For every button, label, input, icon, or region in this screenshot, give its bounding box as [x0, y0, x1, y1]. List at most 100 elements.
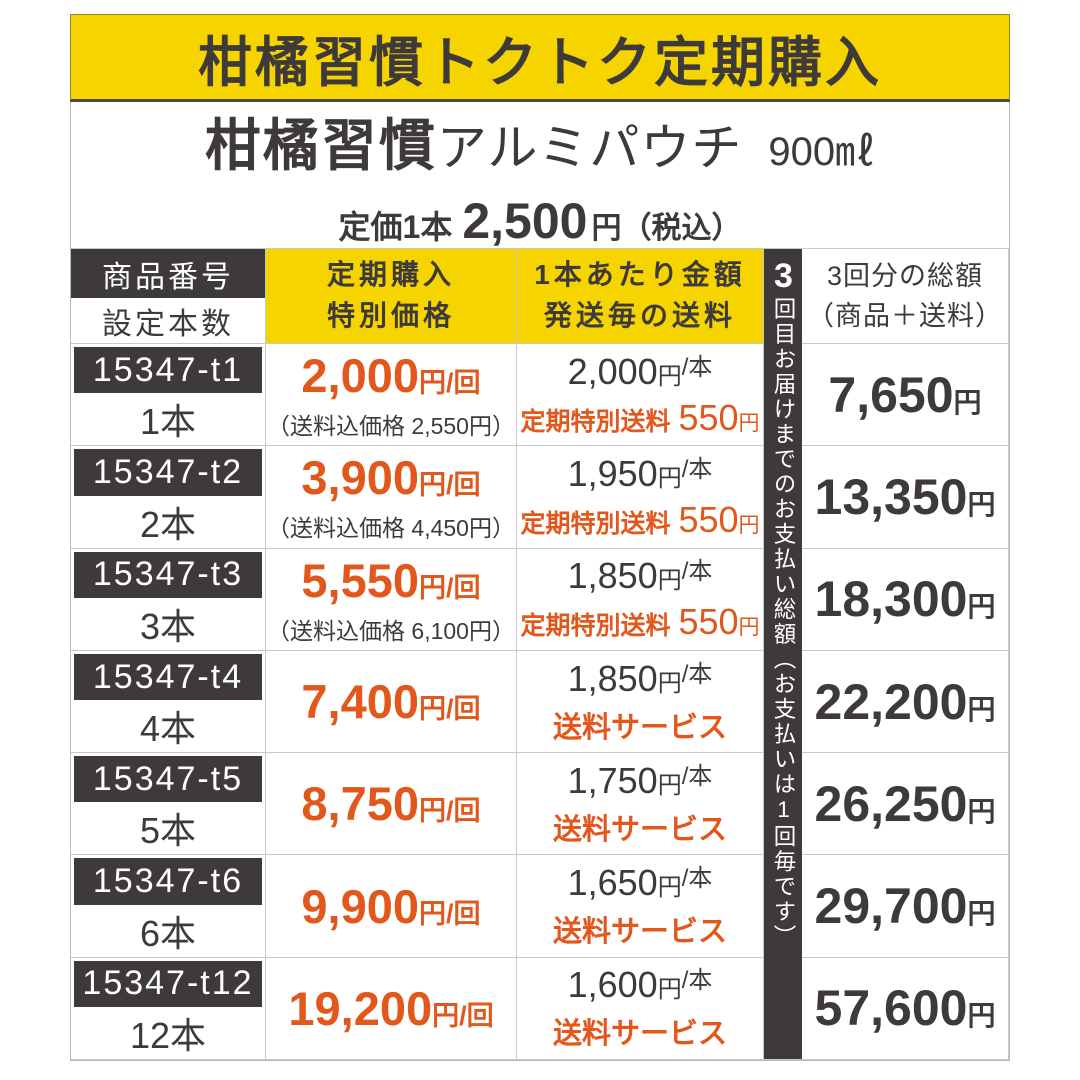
subscription-price-unit: /回 — [446, 368, 481, 399]
price-sheet: 柑橘習慣トクトク定期購入 柑橘習慣 アルミパウチ 900㎖ 定価1本 2,500… — [70, 14, 1010, 1062]
header-subscription-price: 定期購入 特別価格 — [266, 249, 517, 344]
shipping-info: 送料サービス — [553, 704, 727, 746]
row-product-id-cell: 15347-t12 12本 — [71, 957, 266, 1061]
three-cycle-total: 7,650 円 — [828, 366, 981, 424]
per-bottle-unit: /本 — [681, 660, 713, 688]
bottle-count: 3本 — [139, 605, 197, 647]
subscription-price: 3,900 円/回 — [301, 450, 480, 505]
header-per-bottle-line1: 1本あたり金額 — [534, 259, 746, 291]
total-value: 7,650 — [828, 366, 954, 423]
row-subscription-price-cell: 2,000 円/回 （送料込価格 2,550円） — [266, 344, 517, 447]
subscription-price-value: 5,550 — [301, 553, 420, 607]
subscription-price-yen: 円 — [419, 796, 447, 827]
subscription-price-value: 9,900 — [301, 879, 420, 933]
product-code: 15347-t2 — [74, 449, 262, 496]
shipping-fee-yen: 円 — [738, 616, 760, 640]
per-bottle-price: 1,650 円/本 — [568, 862, 713, 904]
subscription-price-yen: 円 — [419, 694, 447, 725]
per-bottle-unit: /本 — [681, 865, 713, 893]
per-bottle-yen: 円 — [657, 669, 682, 697]
total-value: 29,700 — [814, 878, 968, 935]
header-total: 3回分の総額 （商品＋送料） — [802, 249, 1009, 344]
subscription-price-yen: 円 — [419, 572, 447, 603]
row-total-cell: 18,300 円 — [802, 548, 1009, 651]
campaign-title: 柑橘習慣トクトク定期購入 — [198, 32, 882, 93]
shipping-fee-yen: 円 — [738, 513, 760, 537]
shipping-info: 送料サービス — [553, 806, 727, 848]
regular-price-suffix: 円（税込） — [591, 211, 742, 245]
price-with-shipping-note: （送料込価格 6,100円） — [267, 617, 515, 644]
subscription-price-unit: /回 — [446, 572, 481, 603]
product-name-main: 柑橘習慣 — [204, 113, 437, 177]
subscription-price-unit: /回 — [446, 796, 481, 827]
row-subscription-price-cell: 9,900 円/回 — [266, 855, 517, 958]
product-name: 柑橘習慣 アルミパウチ 900㎖ — [205, 101, 875, 182]
subscription-price: 9,900 円/回 — [301, 879, 480, 934]
row-product-id-cell: 15347-t6 6本 — [71, 855, 266, 958]
subscription-price-yen: 円 — [419, 898, 447, 929]
vertical-note-text: 回目お届けまでのお支払い総額（お支払いは1回毎です） — [771, 297, 796, 950]
per-bottle-value: 1,600 — [567, 964, 658, 1006]
row-per-bottle-cell: 1,650 円/本 送料サービス — [517, 855, 764, 958]
price-with-shipping-note: （送料込価格 4,450円） — [267, 515, 515, 542]
regular-price: 定価1本 2,500 円（税込） — [339, 192, 742, 250]
shipping-free-label: 送料サービス — [552, 813, 727, 846]
per-bottle-price: 1,850 円/本 — [568, 658, 713, 700]
shipping-info: 送料サービス — [553, 908, 727, 950]
bottle-count: 6本 — [139, 912, 197, 954]
per-bottle-yen: 円 — [657, 874, 682, 902]
shipping-fee-label: 定期特別送料 — [520, 509, 671, 538]
per-bottle-value: 2,000 — [567, 350, 658, 392]
three-cycle-total: 26,250 円 — [815, 775, 996, 833]
per-bottle-value: 1,850 — [567, 657, 658, 699]
vertical-payment-note: 3 回目お届けまでのお支払い総額（お支払いは1回毎です） — [764, 249, 803, 1061]
subscription-price-unit: /回 — [446, 898, 481, 929]
product-title-area: 柑橘習慣 アルミパウチ 900㎖ 定価1本 2,500 円（税込） — [71, 101, 1009, 250]
row-per-bottle-cell: 2,000 円/本 定期特別送料 550 円 — [517, 344, 764, 447]
subscription-price-unit: /回 — [459, 1000, 494, 1031]
product-code: 15347-t1 — [74, 347, 262, 394]
row-subscription-price-cell: 3,900 円/回 （送料込価格 4,450円） — [266, 446, 517, 549]
total-yen: 円 — [967, 591, 996, 623]
total-yen: 円 — [967, 1000, 996, 1032]
per-bottle-yen: 円 — [657, 464, 682, 492]
row-subscription-price-cell: 5,550 円/回 （送料込価格 6,100円） — [266, 548, 517, 651]
subscription-price-value: 19,200 — [288, 981, 433, 1035]
subscription-price-value: 8,750 — [301, 777, 420, 831]
three-cycle-total: 18,300 円 — [815, 570, 996, 628]
product-code: 15347-t3 — [74, 551, 262, 598]
total-yen: 円 — [953, 386, 982, 418]
header-product-number: 商品番号 設定本数 — [71, 249, 266, 344]
subscription-price: 7,400 円/回 — [301, 674, 480, 729]
shipping-info: 定期特別送料 550 円 — [520, 397, 759, 439]
total-yen: 円 — [967, 693, 996, 725]
bottle-count: 4本 — [139, 708, 197, 750]
total-yen: 円 — [967, 898, 996, 930]
shipping-fee-label: 定期特別送料 — [520, 407, 671, 436]
total-yen: 円 — [967, 795, 996, 827]
per-bottle-unit: /本 — [681, 353, 713, 381]
three-cycle-total: 13,350 円 — [815, 468, 996, 526]
per-bottle-yen: 円 — [657, 362, 682, 390]
per-bottle-unit: /本 — [681, 558, 713, 586]
row-total-cell: 13,350 円 — [802, 446, 1009, 549]
per-bottle-yen: 円 — [657, 771, 682, 799]
three-cycle-total: 29,700 円 — [815, 877, 996, 935]
subscription-price: 8,750 円/回 — [301, 776, 480, 831]
row-subscription-price-cell: 7,400 円/回 — [266, 650, 517, 754]
row-product-id-cell: 15347-t4 4本 — [71, 650, 266, 754]
per-bottle-unit: /本 — [681, 762, 713, 790]
subscription-price-yen: 円 — [419, 368, 447, 399]
per-bottle-price: 2,000 円/本 — [568, 351, 713, 393]
shipping-free-label: 送料サービス — [552, 916, 727, 949]
header-total-line1: 3回分の総額 — [826, 260, 984, 291]
shipping-fee-label: 定期特別送料 — [520, 612, 671, 641]
subscription-price-value: 2,000 — [301, 349, 420, 403]
total-value: 13,350 — [814, 468, 968, 525]
subscription-price-yen: 円 — [419, 470, 447, 501]
row-total-cell: 7,650 円 — [802, 344, 1009, 447]
per-bottle-yen: 円 — [657, 976, 682, 1004]
three-cycle-total: 57,600 円 — [815, 979, 996, 1037]
vertical-note-lead: 3 — [764, 257, 803, 297]
total-yen: 円 — [967, 488, 996, 520]
